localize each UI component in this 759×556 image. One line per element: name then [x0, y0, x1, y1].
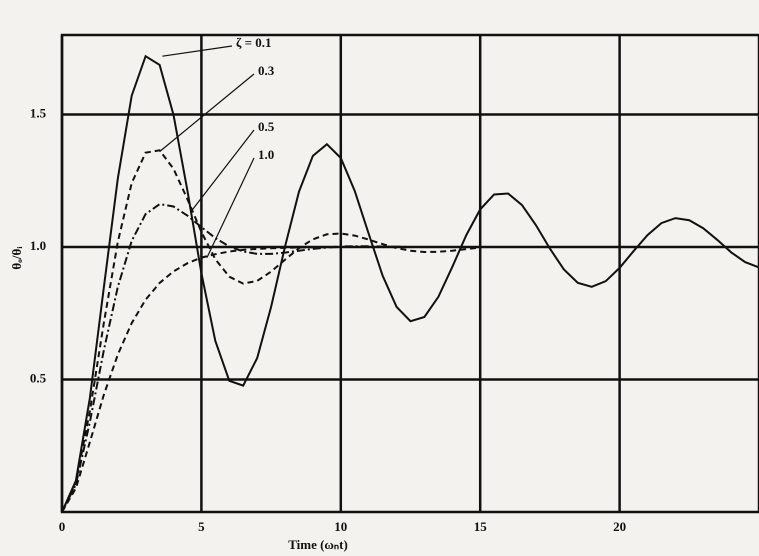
series-line — [61, 54, 759, 513]
leader-line — [162, 45, 233, 57]
x-tick-label: 15 — [474, 519, 488, 534]
series-label: ζ = 0.1 — [236, 35, 272, 50]
leader-line — [159, 73, 255, 153]
x-tick-label: 10 — [334, 519, 347, 534]
series-label: 0.5 — [258, 119, 275, 134]
y-axis-label: θₒ/θᵢ — [9, 246, 24, 270]
series-label: 1.0 — [258, 147, 274, 162]
x-tick-label: 20 — [613, 519, 626, 534]
x-tick-label: 0 — [59, 519, 66, 534]
y-tick-label: 0.5 — [30, 370, 47, 385]
series-line — [61, 149, 481, 513]
y-tick-label: 1.0 — [30, 238, 46, 253]
plot-frame — [60, 33, 759, 514]
series-line — [61, 203, 481, 513]
series-line — [61, 246, 481, 513]
y-tick-label: 1.5 — [30, 105, 47, 120]
x-tick-label: 5 — [198, 519, 205, 534]
x-axis-label: Time (ωₙt) — [288, 537, 348, 552]
leader-line — [206, 157, 255, 258]
leader-line — [189, 129, 255, 213]
series-label: 0.3 — [258, 63, 275, 78]
